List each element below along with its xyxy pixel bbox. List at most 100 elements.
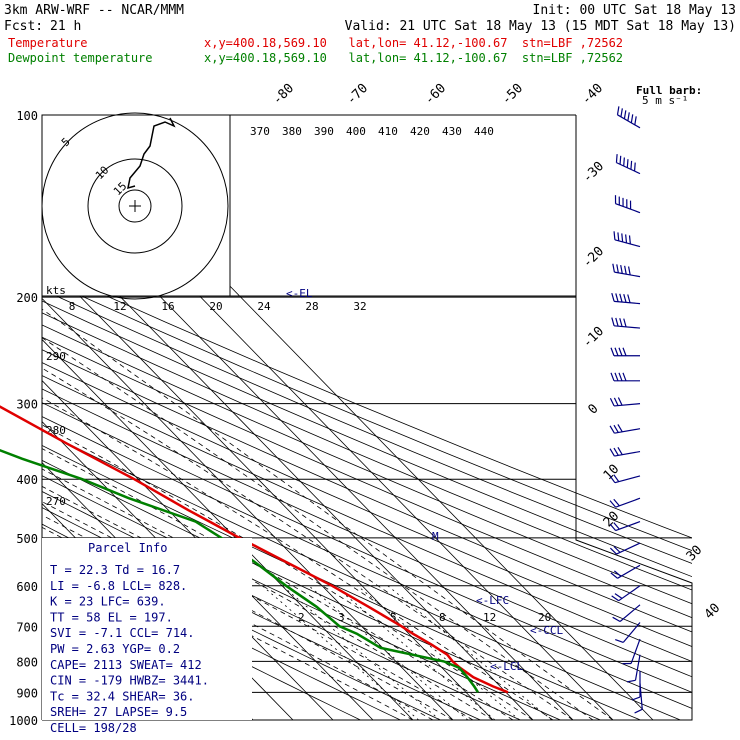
profile-annotation: <-LCL bbox=[490, 660, 523, 673]
wind-barb-flag bbox=[634, 708, 643, 714]
parcel-info-row: CELL= 198/28 bbox=[50, 721, 137, 735]
dry-adiabat bbox=[42, 277, 692, 551]
hodograph-speed-label: 16 bbox=[161, 300, 174, 313]
wind-barb bbox=[610, 564, 641, 579]
parcel-info-box bbox=[42, 538, 252, 720]
wind-barb-flag bbox=[609, 397, 615, 407]
wind-barb-flag bbox=[621, 233, 624, 242]
wind-barb-staff bbox=[615, 497, 641, 508]
wind-barb bbox=[611, 317, 641, 329]
wind-barb bbox=[610, 347, 640, 357]
hodograph-speed-label: 20 bbox=[209, 300, 222, 313]
wind-barb bbox=[614, 195, 641, 214]
wind-barb-flag bbox=[620, 265, 623, 274]
wind-barb-staff bbox=[614, 450, 641, 457]
parcel-info-row: T = 22.3 Td = 16.7 bbox=[50, 563, 180, 577]
isotherm-label: -80 bbox=[270, 81, 297, 108]
profile-annotation: <-CCL bbox=[530, 624, 563, 637]
dry-adiabat bbox=[42, 459, 601, 720]
wind-barb bbox=[616, 106, 641, 129]
wind-barb-staff bbox=[617, 114, 641, 129]
temperature-info: x,y=400.18,569.10 lat,lon= 41.12,-100.67… bbox=[204, 36, 623, 50]
wind-barb-flag bbox=[615, 293, 619, 302]
mixing-ratio-label: 2 bbox=[298, 611, 305, 624]
wind-barb-flag bbox=[613, 545, 621, 553]
dry-adiabat bbox=[42, 288, 692, 564]
theta-left-label: 270 bbox=[46, 495, 66, 508]
full-barb-value: 5 m s⁻¹ bbox=[642, 94, 688, 107]
moist-adiabat bbox=[42, 468, 494, 720]
pressure-tick-label: 900 bbox=[16, 686, 38, 700]
profiles: <-EL <-LFC <-CCL <-LCL M bbox=[0, 287, 563, 694]
wind-barb-flag bbox=[613, 474, 620, 482]
wind-barb bbox=[609, 497, 641, 508]
moist-adiabat bbox=[42, 337, 594, 720]
wind-barb-flag bbox=[616, 106, 620, 115]
isotherm-line bbox=[42, 379, 374, 720]
dewpoint-label: Dewpoint temperature bbox=[8, 51, 153, 65]
wind-barb-flag bbox=[610, 347, 615, 356]
wind-barb-flag bbox=[613, 231, 616, 240]
pressure-tick-label: 100 bbox=[16, 109, 38, 123]
parcel-info-row: SREH= 27 LAPSE= 9.5 bbox=[50, 705, 187, 719]
profile-annotation: <-EL bbox=[286, 287, 313, 300]
wind-barb-flag bbox=[609, 425, 615, 434]
mixing-ratio-label: 12 bbox=[483, 611, 496, 624]
hodograph-speed-label: 8 bbox=[69, 300, 76, 313]
wind-barb-flag bbox=[609, 523, 617, 531]
wind-barb-staff bbox=[634, 654, 641, 681]
full-barb-label: Full barb: bbox=[636, 84, 702, 97]
parcel-info-row: LI = -6.8 LCL= 828. bbox=[50, 579, 187, 593]
wind-barb-flag bbox=[630, 160, 633, 170]
wind-barb-staff bbox=[630, 638, 641, 664]
wind-barb-flag bbox=[627, 266, 631, 276]
wind-barb bbox=[626, 654, 641, 683]
isotherm-line bbox=[42, 256, 494, 720]
wind-barb-flag bbox=[612, 616, 621, 623]
wind-barb-flag bbox=[617, 447, 623, 455]
hodograph-kts-label: kts bbox=[46, 284, 66, 297]
dry-adiabat bbox=[42, 266, 692, 539]
isotherm-line bbox=[42, 297, 454, 720]
wind-barb-flag bbox=[634, 116, 637, 125]
hodograph-speed-label: 12 bbox=[113, 300, 126, 313]
wind-barb-flag bbox=[613, 498, 620, 507]
wind-barb bbox=[613, 231, 641, 248]
wind-barb-staff bbox=[615, 521, 641, 532]
moist-adiabat bbox=[42, 397, 554, 720]
wind-barb bbox=[634, 683, 643, 714]
parcel-info-row: SVI = -7.1 CCL= 714. bbox=[50, 626, 195, 640]
parcel-info: Parcel Info T = 22.3 Td = 16.7 LI = -6.8 L… bbox=[42, 538, 252, 735]
wind-barb-flag bbox=[618, 372, 623, 382]
plot-border bbox=[42, 115, 693, 721]
theta-label: 440 bbox=[474, 125, 494, 138]
wind-barb-flag bbox=[625, 234, 628, 244]
wind-barb-flag bbox=[626, 679, 636, 683]
init-time: Init: 00 UTC Sat 18 May 13 bbox=[533, 3, 737, 18]
wind-barb bbox=[611, 292, 641, 305]
wind-barb-flag bbox=[609, 475, 616, 484]
wind-barb-flag bbox=[613, 397, 619, 406]
wind-barb-staff bbox=[615, 203, 641, 214]
dry-adiabat bbox=[42, 430, 681, 720]
wind-barb-flag bbox=[617, 397, 623, 406]
theta-label: 370 bbox=[250, 125, 270, 138]
parcel-info-row: K = 23 LFC= 639. bbox=[50, 595, 166, 609]
wind-barb bbox=[610, 372, 640, 382]
wind-barb bbox=[612, 263, 641, 278]
wind-barb-staff bbox=[616, 542, 641, 555]
mixing-ratio-line bbox=[282, 585, 441, 720]
hodograph-speed-label: 24 bbox=[257, 300, 271, 313]
wind-barb-staff bbox=[619, 604, 641, 622]
theta-label: 410 bbox=[378, 125, 398, 138]
wind-barb-flag bbox=[617, 232, 620, 241]
wind-barb-flag bbox=[614, 347, 619, 356]
theta-label: 430 bbox=[442, 125, 462, 138]
fcst-label: Fcst: bbox=[4, 19, 43, 34]
profile-annotation: <-LFC bbox=[476, 594, 509, 607]
isotherm-label: -30 bbox=[580, 159, 607, 186]
wind-barb-flag bbox=[613, 447, 619, 456]
isotherm-label: -50 bbox=[499, 81, 526, 108]
